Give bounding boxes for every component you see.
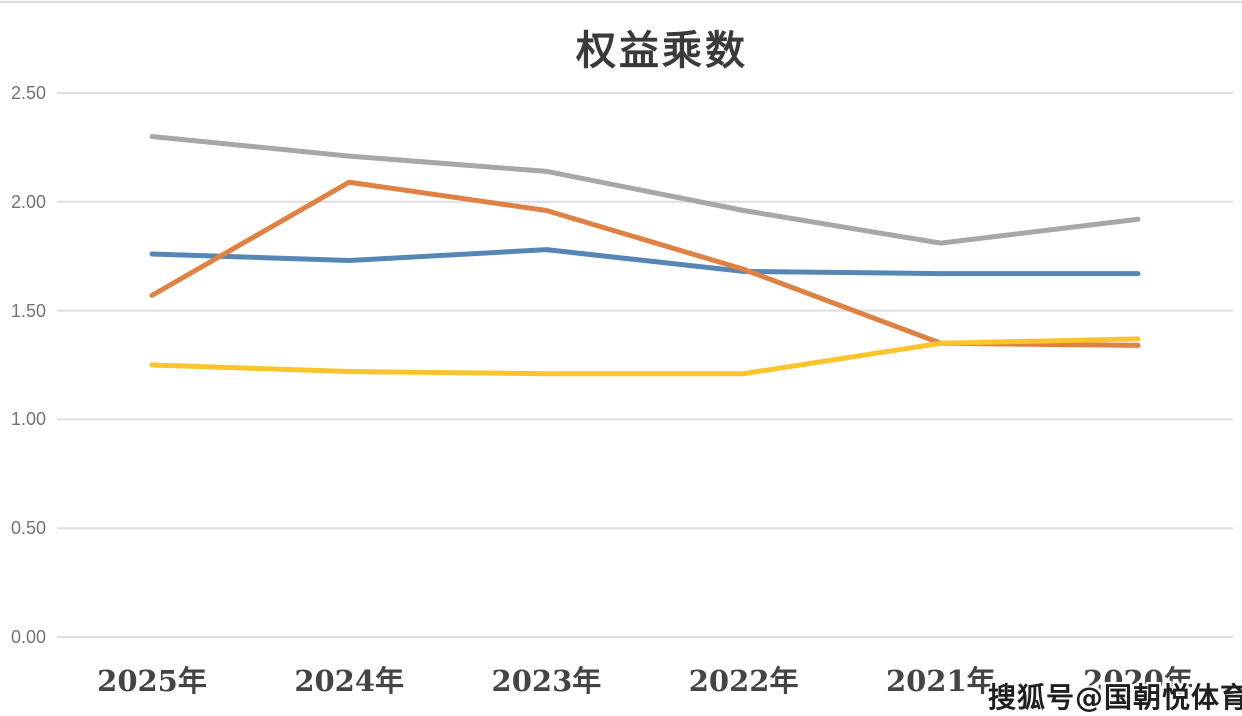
- series-line-blue: [149, 247, 1141, 277]
- watermark-text: 搜狐号@国朝悦体育: [988, 681, 1242, 714]
- x-axis-label: 2021年: [885, 664, 996, 698]
- y-axis-tick-label: 2.00: [10, 191, 46, 212]
- series-line-yellow: [149, 336, 1141, 377]
- series-line-orange: [149, 179, 1141, 348]
- x-axis-label: 2022年: [688, 664, 799, 698]
- chart-title: 权益乘数: [576, 27, 748, 74]
- x-axis-label: 2024年: [294, 664, 405, 698]
- y-axis-tick-label: 0.50: [10, 518, 46, 539]
- top-border-line: [0, 1, 1242, 3]
- y-axis-tick-label: 2.50: [10, 83, 46, 103]
- x-axis-label: 2025年: [97, 664, 207, 698]
- x-axis-label: 2023年: [491, 664, 602, 698]
- y-axis-tick-label: 1.00: [10, 409, 46, 430]
- y-axis-tick-label: 1.50: [10, 300, 46, 321]
- series-line-gray: [149, 134, 1141, 246]
- x-axis-label: 2020年: [1083, 664, 1193, 698]
- y-axis-tick-label: 0.00: [10, 627, 46, 647]
